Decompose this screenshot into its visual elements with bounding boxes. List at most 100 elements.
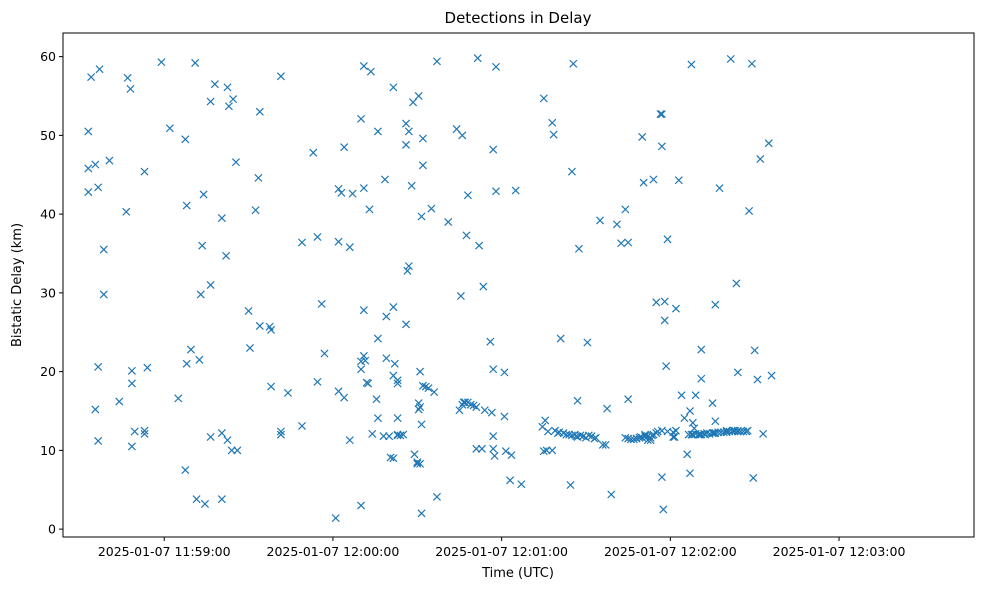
data-point: [417, 420, 426, 429]
data-point: [462, 231, 471, 240]
data-point: [507, 451, 516, 460]
data-point: [584, 431, 593, 440]
data-point: [612, 220, 621, 229]
data-point: [756, 154, 765, 164]
data-point: [217, 214, 226, 223]
data-point: [255, 107, 264, 116]
data-point: [657, 110, 666, 119]
data-point: [475, 241, 484, 250]
y-tick-label: 30: [40, 285, 56, 300]
data-point: [418, 134, 427, 143]
data-point: [404, 127, 413, 136]
data-point: [91, 405, 100, 414]
data-point: [359, 184, 368, 193]
data-point: [95, 65, 104, 74]
data-point: [345, 243, 354, 252]
data-point: [267, 325, 276, 334]
data-point: [458, 131, 467, 140]
data-point: [569, 59, 578, 68]
data-point: [402, 140, 411, 149]
data-point: [217, 429, 226, 438]
data-point: [638, 132, 647, 141]
data-point: [461, 398, 470, 407]
data-point: [656, 110, 665, 119]
data-point: [639, 178, 648, 187]
x-tick-label: 2025-01-07 11:59:00: [98, 544, 231, 559]
data-point: [126, 84, 135, 93]
data-point: [490, 451, 499, 460]
data-point: [624, 395, 633, 404]
data-point: [539, 447, 548, 456]
data-point: [181, 135, 190, 144]
x-axis: 2025-01-07 11:59:00 2025-01-07 12:00:00 20…: [98, 537, 905, 559]
data-point: [382, 312, 391, 321]
data-point: [414, 91, 423, 101]
data-point: [646, 436, 655, 445]
data-point: [396, 431, 405, 440]
data-point: [598, 440, 607, 449]
data-point: [276, 72, 285, 81]
data-point: [140, 429, 149, 438]
data-point: [192, 495, 201, 504]
data-point: [491, 62, 501, 71]
data-point: [373, 127, 382, 136]
data-point: [660, 297, 669, 306]
data-point: [416, 403, 425, 412]
data-point: [711, 417, 720, 426]
data-point: [140, 167, 149, 176]
data-point: [191, 58, 200, 67]
data-point: [245, 343, 255, 353]
data-point: [506, 476, 515, 485]
data-point: [357, 501, 366, 510]
data-point: [652, 298, 661, 307]
data-point: [607, 490, 616, 499]
data-point: [477, 444, 486, 453]
data-point: [430, 388, 439, 397]
data-point: [233, 446, 242, 455]
data-point: [373, 334, 382, 343]
data-point: [223, 436, 232, 445]
data-point: [283, 388, 292, 397]
data-point: [361, 356, 370, 365]
data-point: [500, 412, 509, 421]
data-point: [567, 167, 576, 176]
data-point: [87, 73, 96, 82]
data-point: [657, 142, 666, 151]
data-point: [390, 359, 399, 368]
data-point: [617, 239, 626, 248]
data-point: [206, 432, 215, 442]
data-point: [489, 365, 498, 374]
data-point: [157, 58, 166, 67]
data-point: [127, 366, 136, 375]
data-point: [94, 436, 103, 445]
data-point: [489, 444, 498, 453]
data-point: [414, 405, 423, 414]
data-point: [334, 184, 343, 193]
data-point: [115, 397, 124, 406]
data-point: [404, 262, 413, 271]
y-tick-label: 10: [40, 443, 56, 458]
data-point: [749, 473, 758, 482]
data-point: [217, 495, 226, 504]
data-point: [432, 57, 441, 66]
data-point: [541, 416, 550, 425]
data-point: [174, 394, 183, 403]
data-point: [733, 368, 742, 377]
data-point: [697, 374, 706, 383]
data-point: [297, 421, 307, 430]
data-point: [486, 337, 495, 346]
data-point: [210, 80, 219, 89]
data-point: [407, 181, 416, 190]
data-point: [417, 212, 426, 221]
data-point: [549, 130, 558, 139]
data-point: [683, 450, 692, 459]
data-point: [680, 414, 689, 423]
data-point: [685, 406, 695, 416]
data-point: [671, 426, 680, 435]
data-point: [313, 377, 322, 386]
data-point: [340, 393, 349, 402]
x-tick-label: 2025-01-07 12:00:00: [267, 544, 400, 559]
data-point: [591, 433, 600, 442]
data-point: [416, 459, 425, 468]
data-point: [455, 406, 464, 415]
